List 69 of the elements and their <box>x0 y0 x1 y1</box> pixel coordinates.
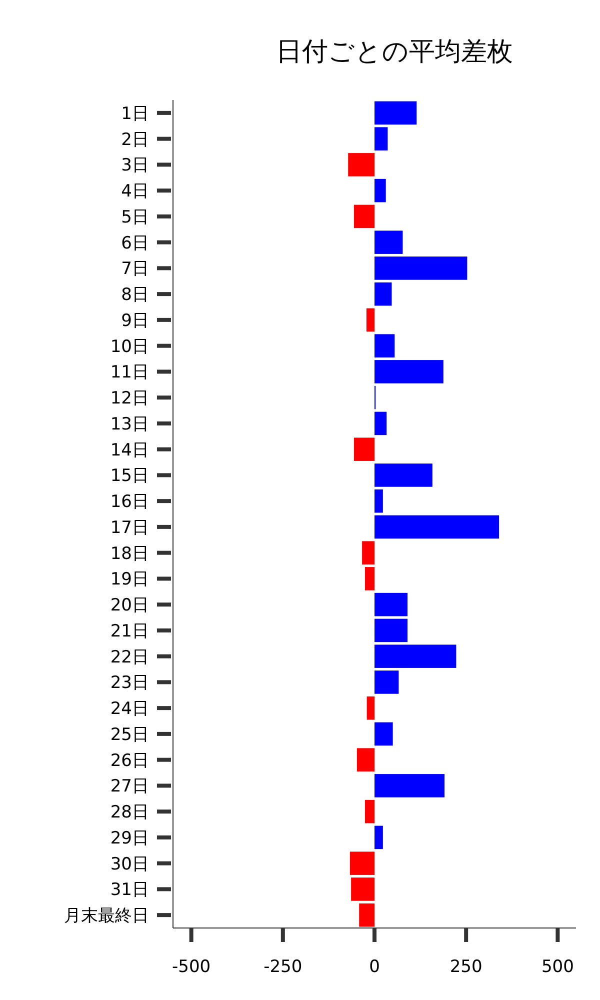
bar <box>374 618 408 642</box>
bar <box>351 878 374 901</box>
bar <box>374 282 392 306</box>
y-tick-label: 1日 <box>121 104 149 124</box>
bar <box>348 153 374 176</box>
y-tick-label: 15日 <box>110 466 149 486</box>
y-tick-label: 5日 <box>121 207 149 228</box>
y-tick-label: 29日 <box>110 828 149 848</box>
y-tick-label: 16日 <box>110 492 149 512</box>
bar <box>374 592 408 616</box>
bar <box>362 541 374 564</box>
bar <box>374 774 444 798</box>
y-tick-label: 11日 <box>110 362 149 383</box>
y-tick-label: 12日 <box>110 388 149 409</box>
bar <box>354 204 374 228</box>
bar <box>374 101 417 125</box>
y-tick-label: 31日 <box>110 880 149 900</box>
bar <box>374 412 387 436</box>
bar <box>374 178 386 202</box>
y-tick-label: 10日 <box>110 336 149 357</box>
bar <box>366 308 374 332</box>
bar <box>374 334 395 358</box>
bar <box>374 722 393 746</box>
y-tick-label: 24日 <box>110 699 149 720</box>
bar <box>374 256 468 280</box>
y-tick-label: 4日 <box>121 182 149 202</box>
y-tick-label: 19日 <box>110 570 149 590</box>
bar <box>366 696 374 720</box>
bar <box>364 567 374 590</box>
y-tick-label: 3日 <box>121 156 149 176</box>
y-tick-label: 9日 <box>121 310 149 331</box>
y-tick-label: 25日 <box>110 724 149 745</box>
y-tick-label: 27日 <box>110 776 149 797</box>
bar <box>359 903 374 927</box>
y-tick-label: 30日 <box>110 854 149 874</box>
bar <box>374 826 383 850</box>
y-tick-label: 6日 <box>121 233 149 254</box>
bar <box>374 515 500 539</box>
y-tick-label: 月末最終日 <box>64 906 149 926</box>
y-tick-label: 20日 <box>110 596 149 616</box>
bar <box>364 800 374 824</box>
y-tick-label: 13日 <box>110 414 149 434</box>
bar <box>374 670 399 694</box>
y-tick-label: 22日 <box>110 647 149 668</box>
y-tick-label: 2日 <box>121 130 149 150</box>
bar <box>350 852 374 875</box>
chart-title: 日付ごとの平均差枚 <box>276 37 513 67</box>
bar <box>374 360 444 384</box>
y-tick-label: 8日 <box>121 285 149 306</box>
bar <box>356 748 374 772</box>
x-tick-label: 500 <box>541 957 574 977</box>
y-tick-label: 26日 <box>110 750 149 771</box>
y-tick-label: 28日 <box>110 802 149 823</box>
bar <box>374 644 456 668</box>
bar <box>374 464 432 487</box>
x-tick-label: -500 <box>172 957 211 977</box>
y-tick-label: 7日 <box>121 259 149 280</box>
bar <box>354 438 374 461</box>
y-tick-label: 21日 <box>110 621 149 642</box>
y-tick-label: 14日 <box>110 440 149 460</box>
bar <box>374 489 383 513</box>
bar <box>374 230 403 254</box>
x-tick-label: 250 <box>450 957 482 977</box>
y-tick-label: 23日 <box>110 673 149 694</box>
y-tick-label: 17日 <box>110 518 149 538</box>
bar <box>374 127 388 150</box>
x-tick-label: -250 <box>264 957 302 977</box>
y-tick-label: 18日 <box>110 544 149 564</box>
x-tick-label: 0 <box>369 957 380 977</box>
